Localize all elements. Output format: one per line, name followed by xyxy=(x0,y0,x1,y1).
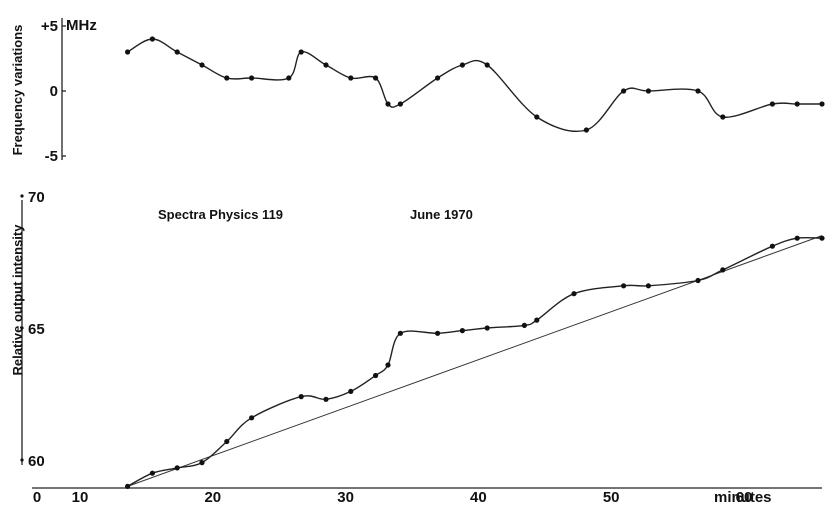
intensity-data-point xyxy=(149,470,155,476)
frequency-data-point xyxy=(249,75,255,81)
intensity-data-point xyxy=(298,394,304,400)
frequency-unit-label: MHz xyxy=(66,17,97,34)
frequency-data-point xyxy=(286,75,292,81)
frequency-data-point xyxy=(794,101,800,107)
frequency-curve xyxy=(127,38,822,133)
time-tick-label: 10 xyxy=(72,489,89,506)
intensity-tick-label: 70 xyxy=(28,189,45,206)
frequency-data-point xyxy=(484,62,490,68)
x-axis-label: minutes xyxy=(714,489,772,506)
time-tick-label: 40 xyxy=(470,489,487,506)
intensity-data-point xyxy=(174,465,180,471)
frequency-data-point xyxy=(534,114,540,120)
intensity-data-point xyxy=(323,396,329,402)
frequency-data-point xyxy=(583,127,590,133)
frequency-data-point xyxy=(323,62,329,68)
intensity-axis-label: Relative output intensity xyxy=(10,224,25,376)
frequency-tick-label: +5 xyxy=(41,18,58,35)
intensity-tick-label: 65 xyxy=(28,321,45,338)
intensity-tick-mark xyxy=(20,194,24,198)
intensity-data-point xyxy=(621,283,627,289)
frequency-data-point xyxy=(199,62,205,68)
frequency-data-point xyxy=(459,62,465,68)
frequency-data-point xyxy=(385,101,391,107)
intensity-data-point xyxy=(348,388,354,394)
linear-trend-line xyxy=(127,235,823,487)
laser-model-annotation: Spectra Physics 119 xyxy=(158,207,283,222)
intensity-data-point xyxy=(385,362,391,368)
intensity-data-point xyxy=(397,330,403,336)
frequency-axis-label: Frequency variations xyxy=(10,25,25,156)
frequency-data-point xyxy=(769,101,776,107)
time-tick-label: 30 xyxy=(337,489,354,506)
frequency-data-point xyxy=(397,101,403,107)
frequency-data-point xyxy=(298,49,304,55)
frequency-tick-label: 0 xyxy=(50,83,58,100)
intensity-data-point xyxy=(459,328,465,334)
frequency-data-point xyxy=(348,75,354,81)
frequency-tick-label: -5 xyxy=(45,148,58,165)
frequency-panel: +5 0 -5 Frequency variations MHz xyxy=(10,17,825,165)
intensity-data-point xyxy=(695,277,701,284)
frequency-data-point xyxy=(373,75,379,81)
intensity-data-point xyxy=(521,322,528,328)
frequency-data-point xyxy=(819,101,825,107)
intensity-data-point xyxy=(794,235,800,241)
intensity-data-point xyxy=(645,283,652,289)
frequency-data-point xyxy=(621,88,627,94)
frequency-data-point xyxy=(174,49,180,55)
frequency-data-point xyxy=(720,114,726,120)
intensity-data-point xyxy=(571,291,577,297)
intensity-panel: 60 65 70 0 10 20 30 40 50 60 Relative output int… xyxy=(10,189,825,506)
frequency-data-point xyxy=(695,88,701,94)
intensity-data-point xyxy=(435,330,441,336)
intensity-data-point xyxy=(373,372,379,379)
frequency-data-point xyxy=(149,36,155,42)
intensity-data-point xyxy=(484,325,490,331)
intensity-tick-label: 60 xyxy=(28,453,45,470)
intensity-data-point xyxy=(199,460,205,466)
intensity-tick-mark xyxy=(20,326,24,330)
frequency-data-point xyxy=(435,75,441,81)
intensity-data-point xyxy=(720,267,726,273)
intensity-data-point xyxy=(224,438,230,445)
time-tick-label: 50 xyxy=(603,489,620,506)
intensity-data-point xyxy=(769,243,776,249)
time-tick-label: 60 xyxy=(736,489,753,506)
date-annotation: June 1970 xyxy=(410,207,473,222)
intensity-data-point xyxy=(249,415,255,421)
frequency-data-point xyxy=(125,49,131,55)
intensity-data-point xyxy=(125,483,131,489)
frequency-data-point xyxy=(224,75,230,81)
time-tick-label: 0 xyxy=(33,489,41,506)
intensity-data-point xyxy=(534,317,540,323)
intensity-tick-mark xyxy=(20,458,24,462)
time-tick-label: 20 xyxy=(204,489,221,506)
frequency-data-point xyxy=(645,88,652,94)
intensity-data-point xyxy=(819,235,825,241)
